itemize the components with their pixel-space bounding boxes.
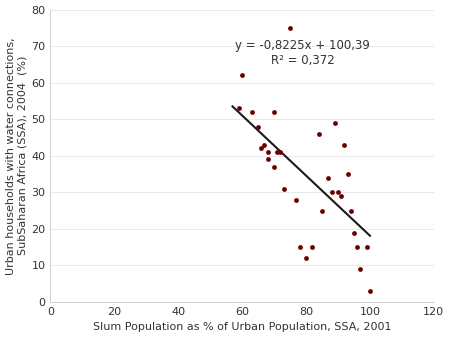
Text: y = -0,8225x + 100,39
R² = 0,372: y = -0,8225x + 100,39 R² = 0,372 [235,39,370,67]
Point [334,190,342,195]
Point [264,149,271,155]
Point [277,149,284,155]
Point [238,73,246,78]
Point [296,244,303,250]
Point [264,157,271,162]
Point [357,266,364,272]
Point [280,186,287,191]
Point [270,109,278,115]
Point [344,171,351,177]
Point [347,208,354,213]
Point [293,197,300,202]
Point [328,190,335,195]
Point [341,142,348,147]
Point [235,105,243,111]
Y-axis label: Urban households with water connections,
SubSaharan Africa (SSA), 2004  (%): Urban households with water connections,… [5,37,27,274]
Point [354,244,361,250]
Point [258,146,265,151]
Point [366,288,373,294]
Point [363,244,370,250]
Point [331,120,338,126]
Point [309,244,316,250]
Point [315,131,322,137]
Point [270,164,278,169]
Point [351,230,358,235]
Point [255,124,262,129]
Point [338,193,345,199]
Point [274,149,281,155]
Point [325,175,332,180]
Point [302,256,310,261]
Point [248,109,255,115]
Point [287,25,294,30]
X-axis label: Slum Population as % of Urban Population, SSA, 2001: Slum Population as % of Urban Population… [93,322,392,333]
Point [319,208,326,213]
Point [261,142,268,147]
